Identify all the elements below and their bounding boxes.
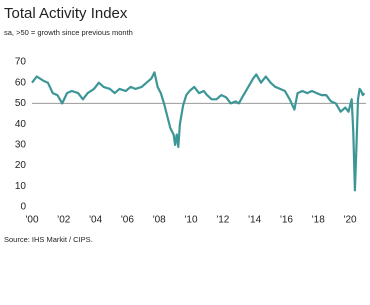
- y-tick-label: 50: [15, 98, 27, 109]
- y-tick-label: 10: [15, 181, 27, 192]
- x-tick-label: '04: [89, 215, 102, 226]
- chart-title: Total Activity Index: [4, 5, 128, 22]
- y-tick-label: 60: [15, 77, 27, 88]
- data-line: [31, 71, 366, 192]
- source-note: Source: IHS Markit / CIPS.: [4, 235, 93, 244]
- x-tick-label: '14: [248, 215, 261, 226]
- y-tick-label: 70: [15, 57, 27, 68]
- x-tick-label: '00: [25, 215, 38, 226]
- y-tick-label: 20: [15, 160, 27, 171]
- x-tick-label: '02: [57, 215, 70, 226]
- x-tick-label: '10: [185, 215, 198, 226]
- y-tick-label: 40: [15, 119, 27, 130]
- x-tick-label: '08: [153, 215, 166, 226]
- y-tick-label: 30: [15, 139, 27, 150]
- x-tick-label: '18: [312, 215, 325, 226]
- x-tick-label: '06: [121, 215, 134, 226]
- x-tick-label: '16: [280, 215, 293, 226]
- y-tick-label: 0: [20, 202, 26, 213]
- chart-subtitle: sa, >50 = growth since previous month: [4, 28, 133, 37]
- x-tick-label: '12: [216, 215, 229, 226]
- x-tick-label: '20: [344, 215, 357, 226]
